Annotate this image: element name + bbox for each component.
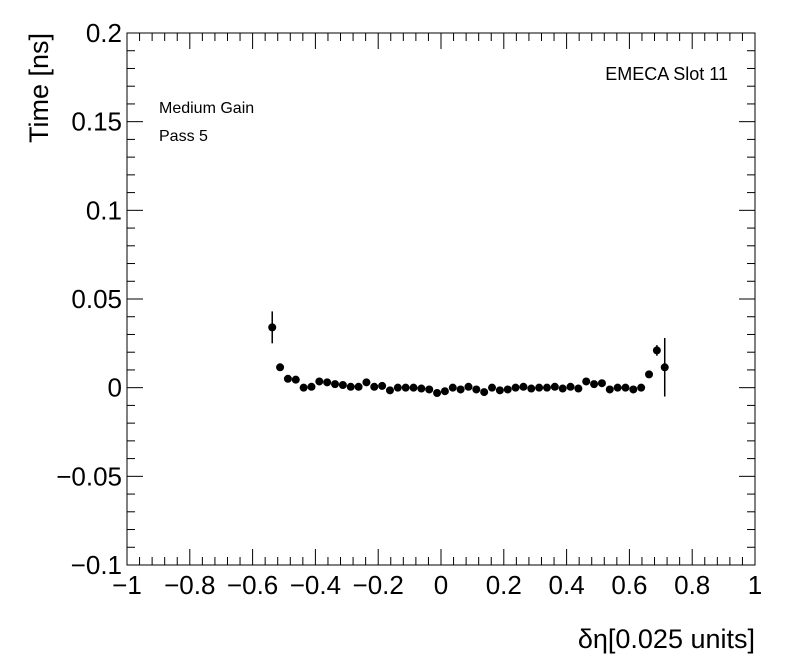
data-point (550, 382, 559, 391)
data-point (503, 385, 512, 394)
y-tick-label: 0.2 (86, 18, 122, 48)
y-axis-label: Time [ns] (24, 33, 54, 143)
data-point (425, 385, 434, 394)
data-points (268, 311, 669, 397)
x-tick-label: −0.2 (353, 570, 404, 600)
data-point (488, 383, 497, 392)
x-tick-label: 0.2 (486, 570, 522, 600)
data-point (597, 379, 606, 388)
x-tick-label: −1 (112, 570, 142, 600)
y-tick-labels: −0.1 −0.05 0 0.05 0.1 0.15 0.2 (56, 18, 122, 580)
y-tick-label: 0.15 (71, 107, 122, 137)
data-point (480, 388, 489, 397)
data-point (354, 382, 363, 391)
y-tick-label: 0 (108, 373, 122, 403)
data-point (574, 384, 583, 393)
data-point (433, 388, 442, 397)
y-tick-label: 0.05 (71, 284, 122, 314)
data-point (378, 381, 387, 390)
data-point (331, 380, 340, 389)
data-point (362, 378, 371, 387)
data-point (268, 323, 277, 332)
data-point (385, 386, 394, 395)
annotation-pass: Pass 5 (159, 128, 208, 145)
data-point (495, 386, 504, 395)
data-point (299, 383, 308, 392)
data-point (660, 363, 669, 372)
data-point (535, 383, 544, 392)
data-point (283, 374, 292, 383)
data-point (417, 384, 426, 393)
y-tick-label: 0.1 (86, 195, 122, 225)
annotation-gain: Medium Gain (159, 100, 254, 117)
x-tick-label: 0 (434, 570, 448, 600)
data-point (558, 384, 567, 393)
data-point (393, 383, 402, 392)
data-point (652, 346, 661, 355)
data-point (472, 385, 481, 394)
data-point (346, 382, 355, 391)
data-point (621, 383, 630, 392)
data-point (456, 385, 465, 394)
data-point (323, 378, 332, 387)
data-point (637, 383, 646, 392)
x-tick-label: 1 (748, 570, 762, 600)
data-point (519, 382, 528, 391)
axis-ticks (126, 32, 756, 566)
data-point (527, 384, 536, 393)
annotation-slot: EMECA Slot 11 (605, 64, 728, 84)
data-point (464, 382, 473, 391)
data-point (276, 363, 285, 372)
data-point (315, 377, 324, 386)
data-point (370, 382, 379, 391)
x-tick-label: −0.4 (290, 570, 341, 600)
data-point (448, 383, 457, 392)
data-point (605, 385, 614, 394)
data-point (401, 383, 410, 392)
x-tick-labels: −1 −0.8 −0.6 −0.4 −0.2 0 0.2 0.4 0.6 0.8 1 (112, 570, 762, 600)
y-tick-label: −0.1 (71, 550, 122, 580)
data-point (645, 370, 654, 379)
data-point (307, 382, 316, 391)
x-tick-label: −0.6 (227, 570, 278, 600)
data-point (542, 383, 551, 392)
data-point (613, 383, 622, 392)
data-point (582, 377, 591, 386)
data-point (629, 385, 638, 394)
x-tick-label: 0.6 (611, 570, 647, 600)
x-tick-label: −0.8 (164, 570, 215, 600)
data-point (590, 380, 599, 389)
y-tick-label: −0.05 (56, 461, 122, 491)
data-point (409, 383, 418, 392)
data-point (338, 381, 347, 390)
data-point (440, 387, 449, 396)
data-point (291, 375, 300, 384)
x-tick-label: 0.4 (549, 570, 585, 600)
x-tick-label: 0.8 (674, 570, 710, 600)
data-point (566, 382, 575, 391)
data-point (511, 383, 520, 392)
x-axis-label: δη[0.025 units] (578, 624, 755, 654)
